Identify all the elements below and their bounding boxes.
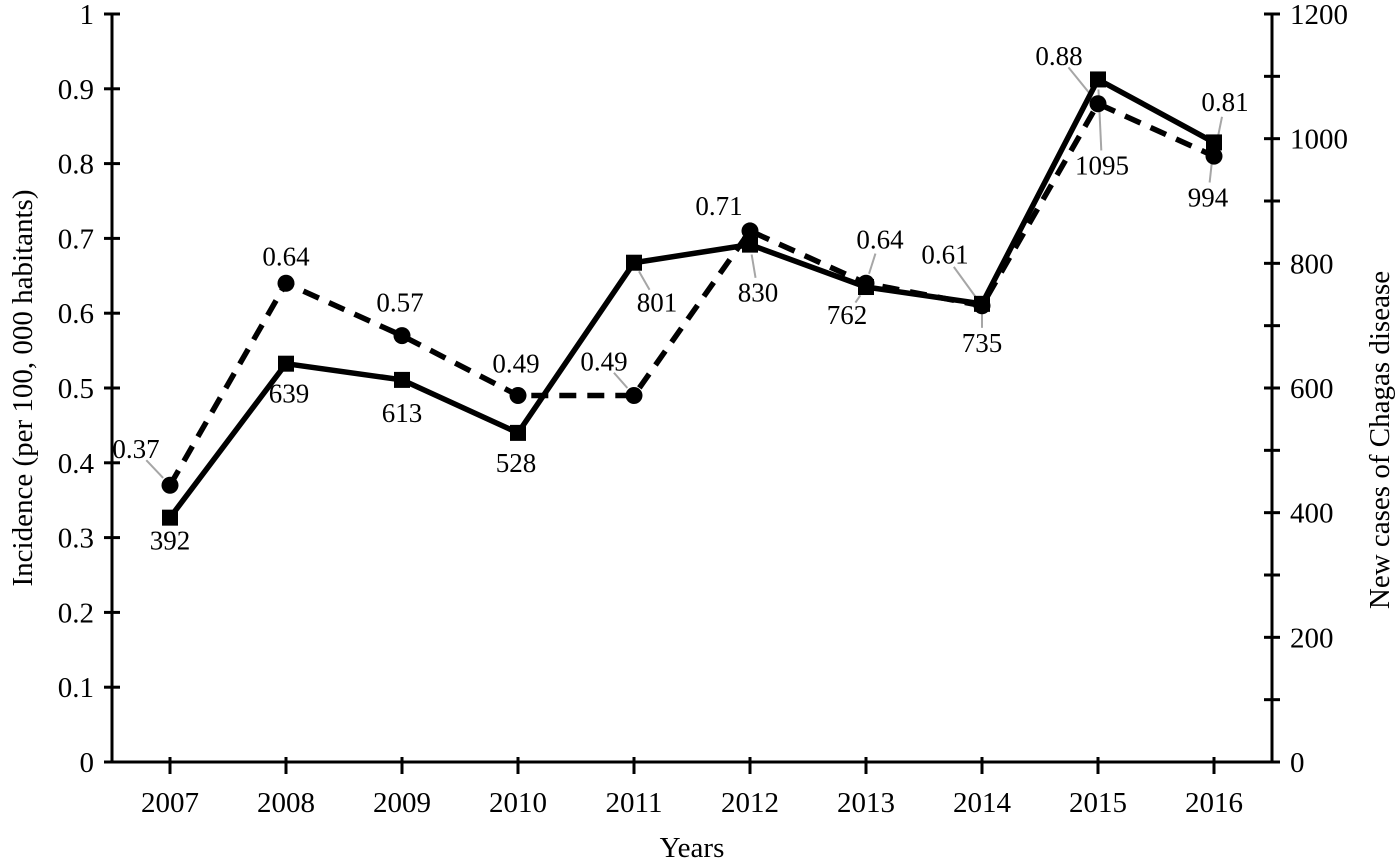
new-cases-marker bbox=[278, 355, 294, 372]
new-cases-marker bbox=[974, 295, 990, 312]
incidence-marker bbox=[393, 327, 411, 345]
new-cases-value-label: 762 bbox=[827, 300, 868, 330]
new-cases-marker bbox=[1206, 134, 1222, 151]
right-axis-tick-label: 400 bbox=[1290, 498, 1334, 530]
new-cases-leader-line bbox=[638, 270, 651, 291]
incidence-value-label: 0.49 bbox=[492, 348, 539, 378]
new-cases-value-label: 528 bbox=[496, 448, 537, 478]
new-cases-value-label: 639 bbox=[269, 379, 310, 409]
left-axis-title: Incidence (per 100, 000 habitants) bbox=[7, 190, 39, 587]
x-axis-title: Years bbox=[660, 832, 725, 864]
left-axis-tick-label: 0.2 bbox=[58, 597, 94, 629]
left-axis-tick-label: 0.8 bbox=[58, 149, 94, 181]
data-labels-layer: 0.37 0.64 0.57 0.49 0.49 0.71 0.64 0.61 0.88 0.81… bbox=[112, 41, 1248, 556]
left-axis-tick-label: 1 bbox=[80, 0, 95, 31]
new-cases-series-line bbox=[167, 75, 1216, 520]
incidence-marker bbox=[1205, 147, 1223, 165]
x-axis-year-label: 2009 bbox=[373, 787, 431, 819]
new-cases-marker bbox=[1090, 71, 1106, 88]
incidence-leader-line bbox=[952, 266, 977, 299]
new-cases-leader-line bbox=[750, 254, 757, 279]
left-axis-tick-label: 0.1 bbox=[58, 672, 94, 704]
left-axis-tick-label: 0 bbox=[80, 747, 95, 779]
incidence-marker bbox=[1089, 95, 1107, 113]
incidence-value-label: 0.64 bbox=[856, 224, 904, 254]
right-axis-tick-label: 0 bbox=[1290, 747, 1305, 779]
incidence-leader-line bbox=[145, 459, 164, 479]
right-axis-tick-label: 1000 bbox=[1290, 124, 1348, 156]
incidence-value-label: 0.81 bbox=[1201, 87, 1248, 117]
x-axis-year-label: 2007 bbox=[141, 787, 199, 819]
new-cases-value-label: 613 bbox=[382, 398, 423, 428]
series-layer bbox=[161, 71, 1223, 526]
x-axis-year-label: 2014 bbox=[953, 787, 1012, 819]
new-cases-marker bbox=[162, 509, 178, 526]
new-cases-value-label: 830 bbox=[738, 278, 779, 308]
left-axis-tick-label: 0.7 bbox=[58, 223, 94, 255]
incidence-marker bbox=[625, 386, 643, 404]
incidence-value-label: 0.71 bbox=[695, 191, 742, 221]
new-cases-value-label: 801 bbox=[637, 288, 678, 318]
x-axis-year-label: 2015 bbox=[1069, 787, 1127, 819]
incidence-value-label: 0.61 bbox=[921, 240, 968, 270]
left-axis-tick-label: 0.5 bbox=[58, 373, 94, 405]
incidence-marker bbox=[161, 476, 179, 494]
left-axis-tick-label: 0.6 bbox=[58, 298, 94, 330]
new-cases-marker bbox=[626, 254, 642, 271]
incidence-marker bbox=[509, 386, 527, 404]
incidence-value-label: 0.64 bbox=[262, 241, 310, 271]
right-axis-tick-label: 600 bbox=[1290, 373, 1334, 405]
incidence-leader-line bbox=[613, 372, 629, 389]
x-axis-year-label: 2011 bbox=[606, 787, 663, 819]
new-cases-marker bbox=[858, 279, 874, 296]
x-axis-year-label: 2016 bbox=[1185, 787, 1243, 819]
new-cases-value-label: 392 bbox=[150, 526, 191, 556]
x-axis-year-label: 2012 bbox=[721, 787, 779, 819]
new-cases-marker bbox=[394, 371, 410, 388]
incidence-value-label: 0.37 bbox=[112, 434, 159, 464]
new-cases-value-label: 994 bbox=[1188, 182, 1229, 212]
leader-lines-layer bbox=[145, 66, 1223, 479]
incidence-value-label: 0.57 bbox=[376, 288, 423, 318]
incidence-marker bbox=[741, 222, 759, 240]
new-cases-value-label: 735 bbox=[962, 328, 1003, 358]
x-axis-year-label: 2010 bbox=[489, 787, 547, 819]
incidence-value-label: 0.88 bbox=[1035, 41, 1082, 71]
new-cases-value-label: 1095 bbox=[1075, 150, 1129, 180]
incidence-series-line bbox=[167, 100, 1216, 487]
incidence-value-label: 0.49 bbox=[580, 346, 627, 376]
incidence-leader-line bbox=[1067, 66, 1093, 97]
right-axis-tick-label: 800 bbox=[1290, 248, 1334, 280]
axes-layer: 0 0.1 0.2 0.3 0.4 0.5 0.6 0.7 0.8 0.9 1 0 200 400 600 8… bbox=[58, 0, 1348, 819]
new-cases-marker bbox=[742, 236, 758, 253]
incidence-leader-line bbox=[868, 253, 877, 275]
left-axis-tick-label: 0.3 bbox=[58, 523, 94, 555]
new-cases-marker bbox=[510, 424, 526, 441]
left-axis-tick-label: 0.4 bbox=[58, 448, 95, 480]
right-axis-tick-label: 200 bbox=[1290, 622, 1334, 654]
new-cases-leader-line bbox=[854, 294, 862, 304]
x-axis-year-label: 2008 bbox=[257, 787, 315, 819]
right-axis-tick-label: 1200 bbox=[1290, 0, 1348, 31]
right-axis-title: New cases of Chagas disease bbox=[1364, 271, 1396, 609]
left-axis-tick-label: 0.9 bbox=[58, 74, 94, 106]
x-axis-year-label: 2013 bbox=[837, 787, 895, 819]
incidence-marker bbox=[277, 274, 295, 292]
